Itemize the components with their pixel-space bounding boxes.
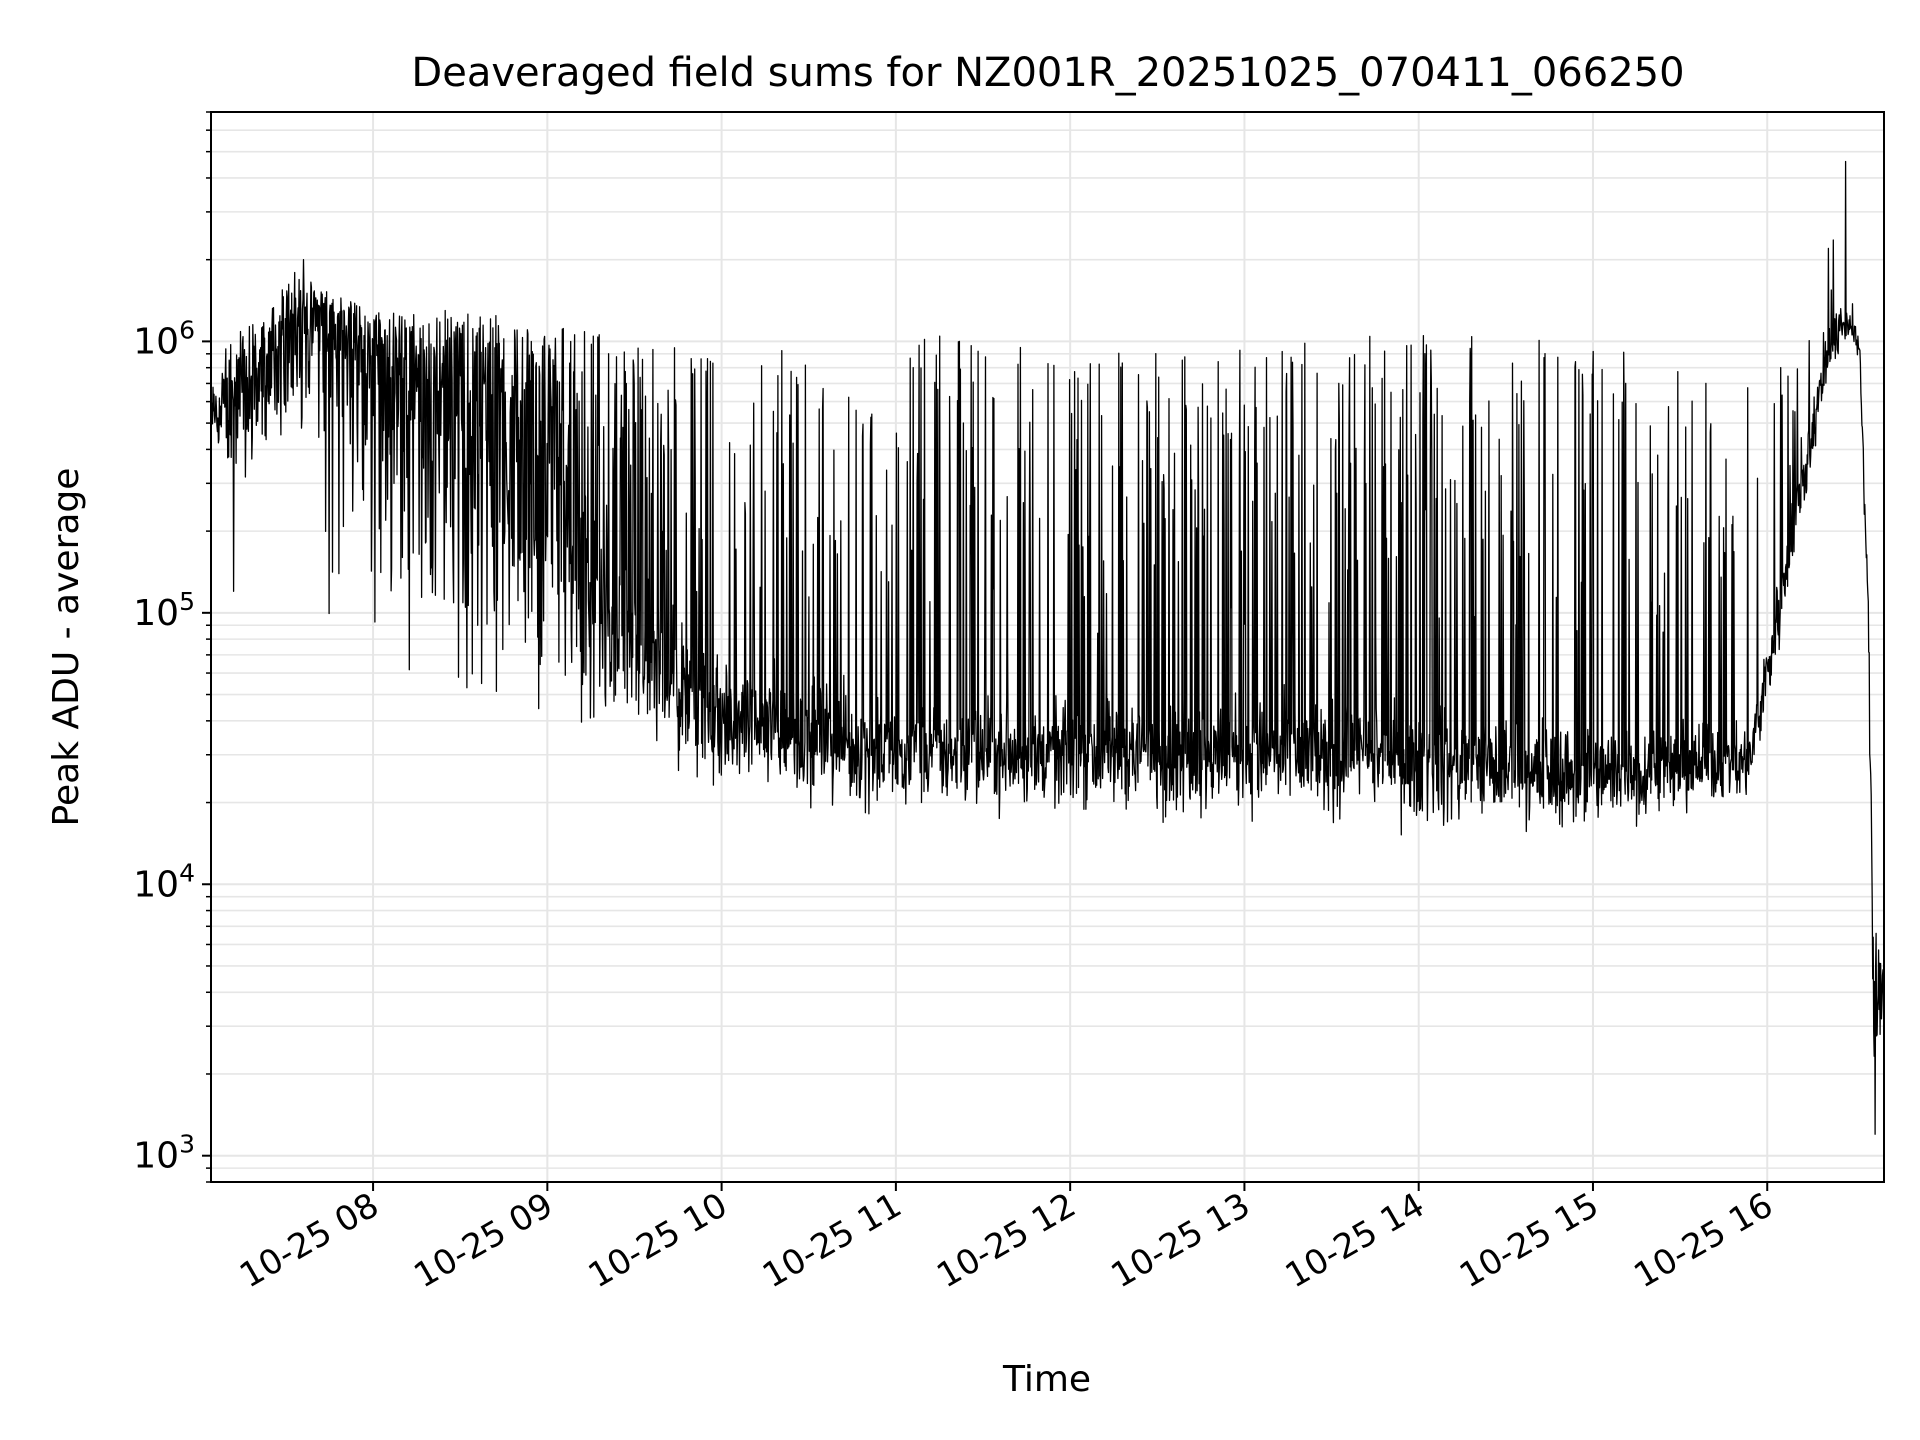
axes-frame bbox=[210, 111, 1885, 1183]
chart-title: Deaveraged field sums for NZ001R_2025102… bbox=[411, 50, 1684, 96]
y-tick-label: 103 bbox=[133, 1130, 195, 1177]
y-tick-label: 105 bbox=[133, 587, 195, 634]
y-axis: 103 104 105 106 bbox=[133, 111, 211, 1183]
x-axis-label: Time bbox=[1002, 1359, 1091, 1400]
y-tick-label: 106 bbox=[133, 315, 195, 362]
y-tick-label: 104 bbox=[133, 858, 195, 905]
y-axis-label: Peak ADU - average bbox=[46, 468, 87, 827]
series-line bbox=[210, 160, 1885, 1135]
plot-area bbox=[210, 160, 1885, 1135]
